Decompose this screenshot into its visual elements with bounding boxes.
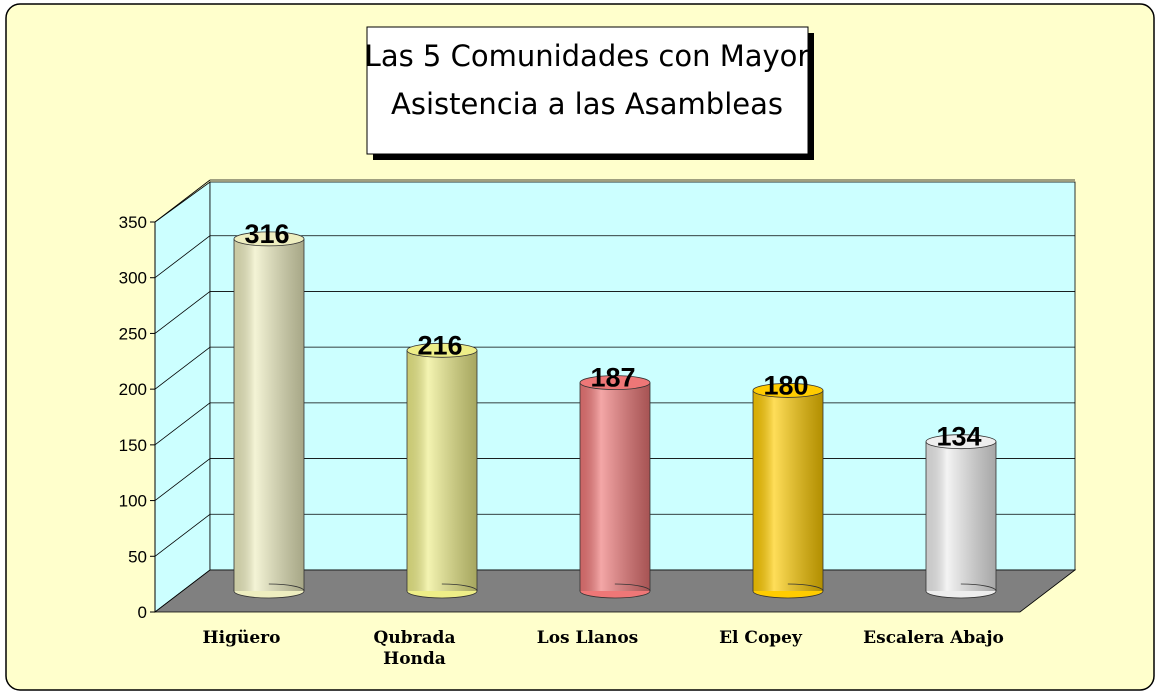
bar-shade: [407, 350, 477, 591]
value-label: 180: [763, 370, 808, 400]
cylinder-top: [233, 231, 305, 247]
chart-title: Las 5 Comunidades con Mayor: [365, 39, 810, 73]
grid-line: [154, 235, 211, 279]
y-tick-label: 200: [119, 380, 147, 399]
x-tick-label: Escalera Abajo: [863, 628, 1004, 648]
bar-shade: [926, 441, 996, 591]
value-label: 216: [417, 330, 462, 360]
x-tick-label: Qubrada Honda: [373, 628, 456, 669]
value-label: 316: [244, 219, 289, 249]
y-tick-label: 350: [119, 213, 147, 232]
grid-line: [154, 346, 211, 390]
cylinder-top: [579, 375, 651, 391]
y-tick-label: 50: [128, 547, 147, 566]
y-tick-label: 0: [138, 603, 147, 622]
grid-line: [154, 458, 211, 501]
y-tick-label: 250: [119, 324, 147, 343]
x-tick-label: El Copey: [719, 628, 802, 648]
x-tick-label: Los Llanos: [536, 628, 639, 648]
y-tick-label: 150: [119, 436, 147, 455]
value-label: 187: [590, 363, 635, 393]
grid-line: [154, 179, 211, 223]
value-label: 134: [936, 422, 981, 452]
grid-line: [154, 513, 211, 557]
y-tick-label: 300: [119, 269, 147, 288]
grid-line: [154, 291, 211, 334]
cylinder-top: [406, 342, 478, 358]
bar-shade: [234, 238, 304, 591]
bar-shade: [753, 390, 823, 591]
grid-line: [154, 402, 211, 446]
bar-shade: [580, 382, 650, 591]
chart-title: Asistencia a las Asambleas: [391, 87, 783, 121]
x-tick-label: Higüero: [202, 628, 281, 648]
y-tick-label: 100: [119, 492, 147, 511]
side-wall: [154, 181, 211, 613]
cylinder-top: [752, 383, 824, 398]
title-box: [366, 26, 809, 155]
cylinder-top: [925, 434, 997, 450]
